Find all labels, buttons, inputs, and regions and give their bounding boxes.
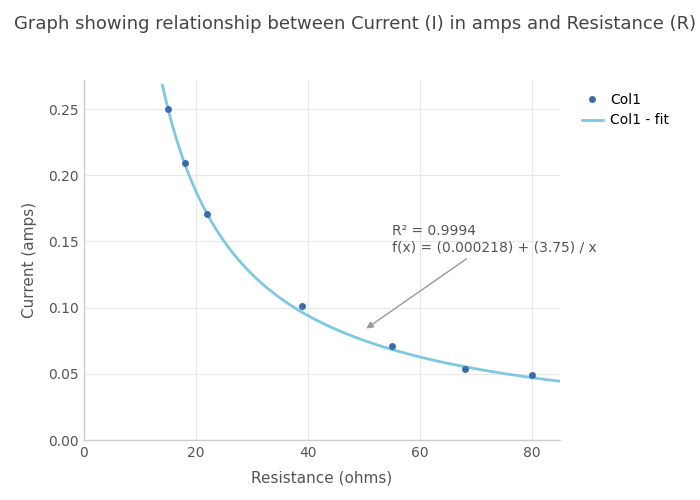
X-axis label: Resistance (ohms): Resistance (ohms) [251, 470, 393, 486]
Point [526, 371, 538, 379]
Point [386, 342, 398, 350]
Point [202, 210, 213, 218]
Point [297, 302, 308, 310]
Point [179, 160, 190, 168]
Point [162, 105, 174, 113]
Legend: Col1, Col1 - fit: Col1, Col1 - fit [577, 87, 674, 133]
Point [459, 364, 470, 372]
Text: Graph showing relationship between Current (I) in amps and Resistance (R) in ohm: Graph showing relationship between Curre… [14, 15, 700, 33]
Y-axis label: Current (amps): Current (amps) [22, 202, 36, 318]
Text: R² = 0.9994
f(x) = (0.000218) + (3.75) / x: R² = 0.9994 f(x) = (0.000218) + (3.75) /… [368, 224, 596, 328]
